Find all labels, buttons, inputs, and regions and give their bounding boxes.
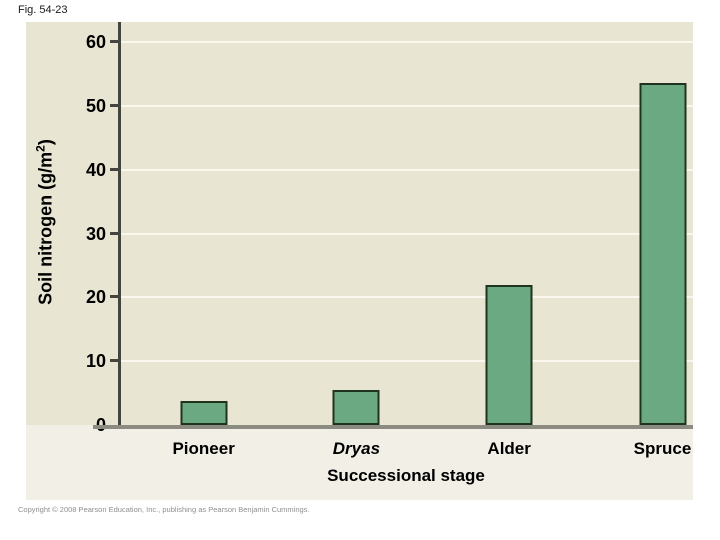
gridline [121,360,693,363]
gridline [121,41,693,43]
y-tick-label: 40 [85,159,106,180]
y-tick-mark [110,295,119,299]
y-axis-title-superscript: 2 [33,145,48,152]
y-tick-mark [110,359,119,363]
x-tick-label: Pioneer [172,439,235,458]
y-tick-mark [110,167,119,171]
y-axis-title-close: ) [35,139,56,146]
chart-panel: 0102030405060 Soil nitrogen (g/m2) Pione… [26,22,693,500]
y-tick-label: 50 [85,95,106,116]
y-tick-mark [110,103,119,107]
x-axis-title: Successional stage [327,466,485,485]
gridline [121,168,693,171]
bars-container [121,22,691,425]
bar-pioneer [180,401,228,425]
bar-dryas [332,390,380,425]
x-tick-labels: Pioneer Dryas Alder Spruce [121,439,691,461]
x-tick-label: Spruce [633,439,692,458]
gridline [121,104,693,107]
y-tick-label: 10 [85,351,106,372]
x-tick-label: Dryas [332,439,381,458]
figure-label: Fig. 54-23 [18,4,68,16]
bar-alder [485,285,533,425]
y-tick-mark [110,231,119,235]
y-tick-label: 60 [85,32,106,52]
y-axis-line [118,22,121,425]
x-tick-label: Alder [487,439,531,458]
bar-spruce [639,83,686,425]
gridline [121,296,693,299]
gridline [121,232,693,235]
y-tick-mark [110,40,119,43]
x-axis-line [93,425,693,429]
y-tick-label: 30 [85,223,106,244]
plot-area: 0102030405060 [26,22,693,434]
y-tick-label: 20 [85,287,106,308]
copyright-note: Copyright © 2008 Pearson Education, Inc.… [18,505,310,514]
